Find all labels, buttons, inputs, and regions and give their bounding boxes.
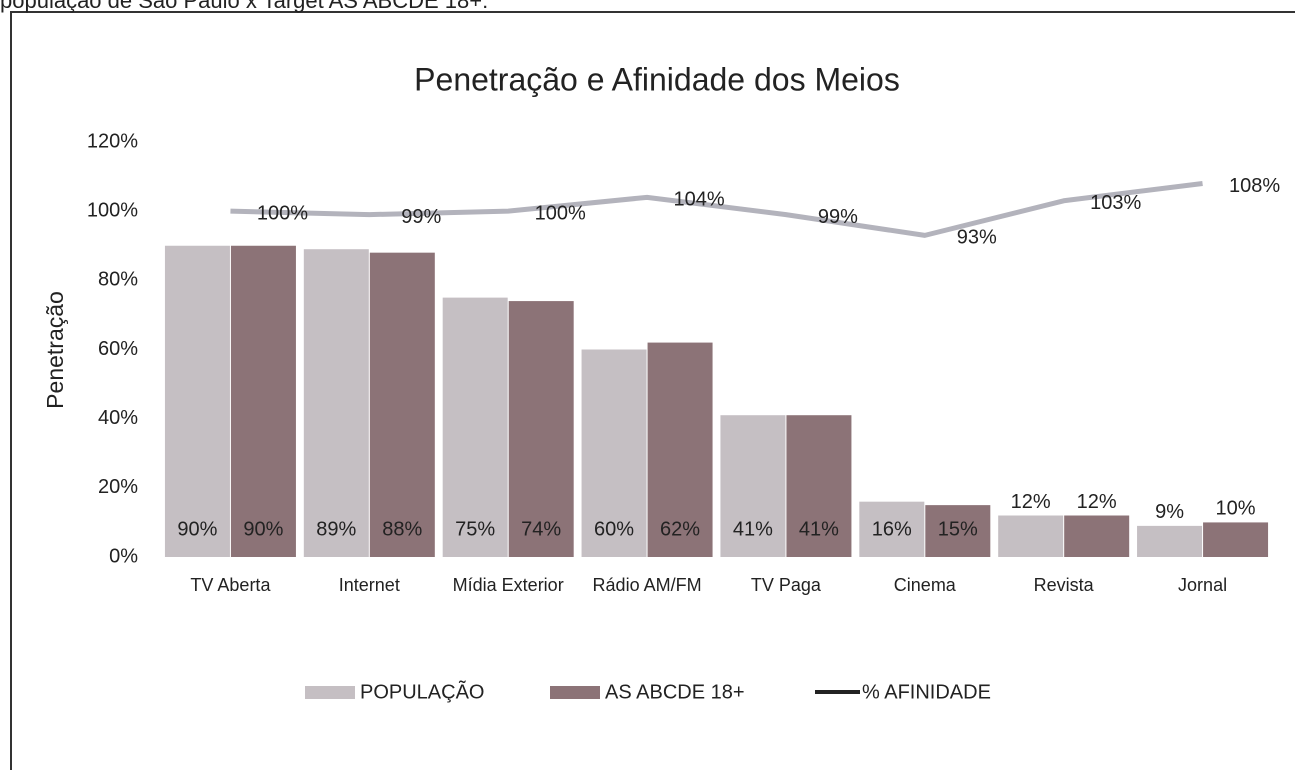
header-text: população de São Paulo x Target AS ABCDE… (0, 0, 488, 13)
x-tick-label: Jornal (1178, 575, 1227, 595)
line-label: 93% (957, 227, 997, 249)
x-tick-label: Cinema (894, 575, 957, 595)
legend-label: AS ABCDE 18+ (605, 681, 745, 703)
legend-label: % AFINIDADE (862, 681, 991, 703)
bar (647, 342, 713, 557)
y-tick-label: 120% (87, 130, 138, 152)
bar (1137, 525, 1203, 557)
data-label: 90% (177, 518, 217, 540)
x-tick-label: Mídia Exterior (453, 575, 564, 595)
data-label: 12% (1077, 491, 1117, 513)
bar (508, 301, 574, 557)
data-label: 10% (1216, 498, 1256, 520)
data-label: 75% (455, 518, 495, 540)
legend-swatch (305, 686, 355, 699)
data-label: 74% (521, 518, 561, 540)
line-label: 100% (535, 202, 586, 224)
data-label: 60% (594, 518, 634, 540)
bar (369, 252, 435, 557)
data-label: 62% (660, 518, 700, 540)
data-label: 88% (382, 518, 422, 540)
line-label: 108% (1229, 175, 1280, 197)
line-label: 104% (673, 189, 724, 211)
bar (1203, 522, 1269, 557)
line-label: 99% (818, 206, 858, 228)
bar (303, 249, 369, 558)
chart-title: Penetração e Afinidade dos Meios (414, 61, 900, 97)
data-label: 15% (938, 518, 978, 540)
data-label: 12% (1011, 491, 1051, 513)
legend-label: POPULAÇÃO (360, 679, 484, 703)
y-axis-label: Penetração (42, 291, 68, 409)
bar (998, 515, 1064, 557)
x-tick-label: TV Aberta (190, 575, 271, 595)
y-tick-label: 0% (109, 545, 138, 567)
data-label: 41% (733, 518, 773, 540)
data-label: 16% (872, 518, 912, 540)
data-label: 90% (243, 518, 283, 540)
line-label: 99% (401, 206, 441, 228)
data-label: 89% (316, 518, 356, 540)
x-tick-label: TV Paga (751, 575, 822, 595)
bar (164, 245, 230, 557)
bar (925, 505, 991, 557)
x-tick-label: Revista (1034, 575, 1095, 595)
bar (1064, 515, 1130, 557)
bar (230, 245, 296, 557)
bar (720, 415, 786, 557)
legend-swatch (550, 686, 600, 699)
line-series (230, 181, 1203, 238)
y-tick-label: 80% (98, 269, 138, 291)
y-tick-label: 100% (87, 199, 138, 221)
line-label: 100% (257, 202, 308, 224)
bar (581, 349, 647, 557)
y-tick-label: 40% (98, 407, 138, 429)
data-label: 41% (799, 518, 839, 540)
bar (786, 415, 852, 557)
data-label: 9% (1155, 501, 1184, 523)
line-label: 103% (1090, 192, 1141, 214)
x-tick-label: Rádio AM/FM (593, 575, 702, 595)
y-tick-label: 60% (98, 338, 138, 360)
bar (442, 297, 508, 557)
y-tick-label: 20% (98, 476, 138, 498)
bar (859, 501, 925, 557)
x-tick-label: Internet (339, 575, 400, 595)
